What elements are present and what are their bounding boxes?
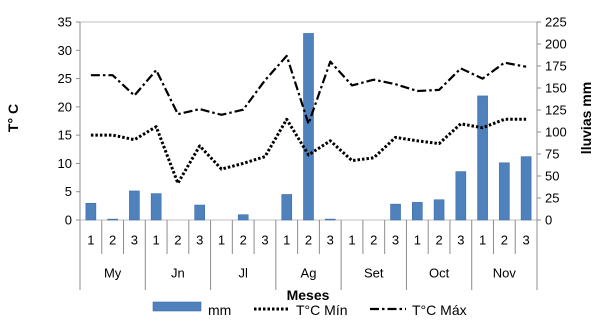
bar-mm [107, 218, 118, 221]
left-tick-label: 25 [58, 71, 72, 86]
x-month-label: Oct [429, 266, 450, 281]
right-axis: 0 25 50 75 100 125 150 175 200 225 [536, 15, 567, 228]
legend-label-tmax: T°C Máx [412, 302, 467, 318]
x-decade-label: 3 [196, 233, 203, 248]
bar-mm [499, 162, 510, 221]
x-axis-title: Meses [287, 287, 330, 303]
bar-mm [455, 171, 467, 221]
right-tick-label: 150 [545, 81, 567, 96]
x-month-label: Set [364, 266, 384, 281]
x-decade-label: 3 [457, 233, 464, 248]
x-decade-label: 2 [240, 233, 247, 248]
bar-mm [390, 203, 401, 221]
x-month-label: Jl [239, 266, 249, 281]
right-tick-label: 75 [545, 147, 559, 162]
x-decade-label: 3 [392, 233, 399, 248]
bar-mm [85, 202, 97, 221]
bar-mm [129, 190, 140, 221]
bar-mm [324, 218, 336, 221]
left-tick-label: 15 [58, 128, 72, 143]
x-month-label: Jn [171, 266, 185, 281]
bar-mm [433, 199, 445, 221]
x-decade-label: 2 [109, 233, 116, 248]
temperature-lines [90, 54, 527, 185]
x-decade-label: 1 [153, 233, 160, 248]
left-tick-label: 20 [58, 99, 72, 114]
x-month-label: My [104, 266, 122, 281]
x-decade-label: 3 [261, 233, 268, 248]
x-decade-label: 3 [523, 233, 530, 248]
x-decade-label: 3 [327, 233, 334, 248]
right-tick-label: 0 [545, 213, 552, 228]
legend-swatch-mm [152, 301, 202, 312]
left-tick-label: 10 [58, 156, 72, 171]
x-axis: 1 2 3 1 2 3 1 2 3 1 2 3 1 2 3 1 2 3 1 2 3My Jn Jl Ag Set Oct Nov [79, 220, 538, 290]
x-month-label: Nov [493, 266, 517, 281]
x-decade-label: 3 [131, 233, 138, 248]
bar-mm [237, 214, 249, 221]
bar-mm [194, 204, 205, 221]
x-decade-label: 1 [87, 233, 94, 248]
right-tick-label: 100 [545, 125, 567, 140]
x-decade-label: 2 [435, 233, 442, 248]
y-axis-title-left: T° C [5, 104, 21, 132]
right-tick-label: 125 [545, 103, 567, 118]
right-tick-label: 225 [545, 15, 567, 30]
bar-mm [303, 33, 314, 221]
x-decade-label: 2 [370, 233, 377, 248]
left-tick-label: 35 [58, 15, 72, 30]
x-decade-label: 1 [479, 233, 486, 248]
bar-mm [520, 156, 532, 221]
left-tick-label: 5 [65, 184, 72, 199]
x-decade-label: 1 [348, 233, 355, 248]
x-decade-label: 2 [501, 233, 508, 248]
bar-mm [281, 194, 293, 221]
x-decade-label: 1 [218, 233, 225, 248]
line-tmin [90, 117, 527, 185]
x-decade-label: 1 [283, 233, 290, 248]
right-tick-label: 175 [545, 59, 567, 74]
left-tick-label: 30 [58, 43, 72, 58]
legend: mm T°C Mín T°C Máx [152, 301, 467, 318]
y-axis-title-right: lluvias mm [578, 82, 594, 154]
x-decade-label: 2 [174, 233, 181, 248]
rainfall-bars [85, 33, 532, 221]
legend-label-mm: mm [208, 302, 231, 318]
right-tick-label: 25 [545, 191, 559, 206]
right-tick-label: 50 [545, 169, 559, 184]
x-decade-label: 1 [414, 233, 421, 248]
bar-mm [412, 202, 423, 221]
left-tick-label: 0 [65, 213, 72, 228]
line-tmax [90, 54, 527, 125]
x-month-label: Ag [301, 266, 317, 281]
right-tick-label: 200 [545, 37, 567, 52]
legend-label-tmin: T°C Mín [296, 302, 348, 318]
x-decade-label: 2 [305, 233, 312, 248]
bar-mm [150, 193, 162, 221]
bar-mm [477, 95, 488, 221]
left-axis: 0 5 10 15 20 25 30 35 [58, 15, 81, 228]
